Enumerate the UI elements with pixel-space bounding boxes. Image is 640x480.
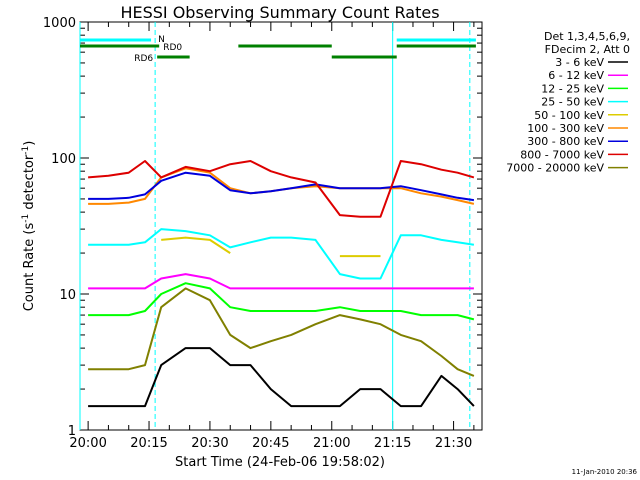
x-tick-label: 20:30 (191, 436, 228, 451)
series-line (88, 347, 475, 408)
mode-change-markers (79, 22, 471, 430)
legend-header-1: Det 1,3,4,5,6,9, (544, 30, 630, 43)
flag-label-rd0: RD0 (163, 43, 182, 53)
y-axis-label-sup1: -1 (21, 214, 31, 223)
x-tick-label: 20:45 (252, 436, 289, 451)
y-axis-label-mid: detector (22, 154, 37, 214)
series-lines (88, 160, 475, 408)
x-tick-label: 21:15 (374, 436, 411, 451)
plot-frame (79, 21, 483, 431)
legend: Det 1,3,4,5,6,9, FDecim 2, Att 0 3 - 6 k… (506, 30, 630, 175)
legend-label: 100 - 300 keV (527, 122, 604, 135)
legend-label: 7000 - 20000 keV (506, 162, 604, 175)
generation-timestamp: 11-Jan-2010 20:36 (572, 468, 638, 476)
legend-header-2: FDecim 2, Att 0 (545, 43, 630, 56)
series-line (161, 236, 231, 254)
y-axis-label-main: Count Rate (s (22, 223, 37, 312)
y-axis-ticks: 1 10 100 1000 (43, 16, 482, 439)
series-line (88, 273, 474, 290)
y-axis-label-end: ) (22, 141, 37, 146)
flag-label-n: N (158, 35, 165, 45)
series-line (88, 282, 475, 321)
legend-label: 12 - 25 keV (541, 82, 604, 95)
x-tick-label: 20:00 (69, 436, 106, 451)
y-axis-label-sup2: -1 (21, 146, 31, 155)
y-tick-label: 10 (59, 288, 76, 303)
chart-title: HESSI Observing Summary Count Rates (120, 3, 439, 22)
x-axis-label: Start Time (24-Feb-06 19:58:02) (175, 455, 385, 470)
x-axis-ticks: 20:00 20:15 20:30 20:45 21:00 21:15 21:30 (69, 22, 475, 451)
plot-border (79, 21, 483, 431)
series-line (88, 228, 475, 280)
series-line (88, 287, 475, 377)
x-tick-label: 21:30 (435, 436, 472, 451)
legend-label: 6 - 12 keV (548, 69, 604, 82)
legend-label: 25 - 50 keV (541, 96, 604, 109)
y-tick-label: 100 (51, 152, 76, 167)
series-line (88, 171, 475, 202)
series-line (88, 160, 475, 218)
y-axis-label: Count Rate (s-1 detector-1) (21, 141, 37, 312)
y-tick-label: 1000 (43, 16, 76, 31)
x-tick-label: 21:00 (313, 436, 350, 451)
legend-label: 300 - 800 keV (527, 135, 604, 148)
x-tick-label: 20:15 (130, 436, 167, 451)
legend-label: 800 - 7000 keV (520, 148, 604, 161)
flag-label-rd6: RD6 (134, 54, 153, 64)
legend-label: 3 - 6 keV (555, 56, 604, 69)
y-tick-label: 1 (68, 424, 76, 439)
legend-label: 50 - 100 keV (534, 109, 604, 122)
